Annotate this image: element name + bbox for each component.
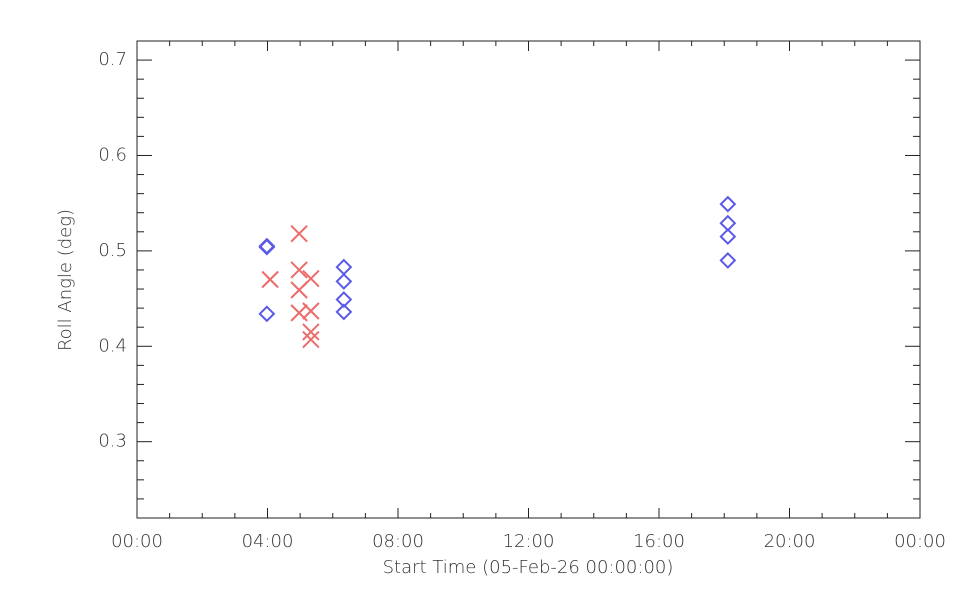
x-tick-label: 00:00	[894, 531, 946, 552]
diamond-marker	[719, 252, 737, 269]
diamond-marker	[335, 303, 353, 321]
y-tick-label: 0.4	[98, 335, 127, 356]
x-tick-label: 08:00	[372, 531, 424, 552]
diamond-marker	[335, 258, 353, 276]
x-tick-label: 20:00	[764, 531, 816, 552]
diamond-marker	[258, 305, 276, 323]
x-tick-label: 16:00	[633, 531, 685, 552]
x-marker	[302, 323, 320, 341]
diamond-marker	[719, 214, 737, 232]
x-marker	[302, 330, 320, 349]
x-marker	[290, 261, 308, 279]
y-tick-label: 0.3	[98, 431, 127, 452]
y-tick-label: 0.7	[98, 49, 127, 70]
x-tick-label: 12:00	[503, 531, 555, 552]
y-tick-label: 0.6	[98, 144, 127, 165]
diamond-marker	[719, 195, 737, 213]
diamond-marker	[719, 228, 737, 245]
diamond-marker	[335, 272, 353, 290]
diamond-marker	[258, 238, 276, 256]
x-marker	[302, 269, 320, 288]
x-tick-label: 04:00	[242, 531, 294, 552]
plot-frame	[136, 40, 921, 519]
y-tick-label: 0.5	[98, 240, 127, 261]
x-marker	[261, 270, 279, 289]
y-axis-label: Roll Angle (deg)	[55, 209, 76, 351]
x-tick-label: 00:00	[111, 531, 163, 552]
x-marker	[302, 302, 320, 320]
x-axis-label: Start Time (05-Feb-26 00:00:00)	[383, 557, 674, 578]
x-marker	[290, 225, 308, 243]
diamond-marker	[335, 291, 353, 308]
